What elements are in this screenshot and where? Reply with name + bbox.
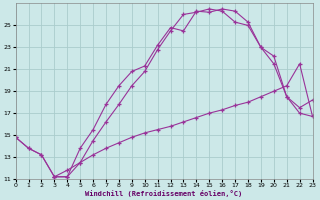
X-axis label: Windchill (Refroidissement éolien,°C): Windchill (Refroidissement éolien,°C) bbox=[85, 190, 243, 197]
